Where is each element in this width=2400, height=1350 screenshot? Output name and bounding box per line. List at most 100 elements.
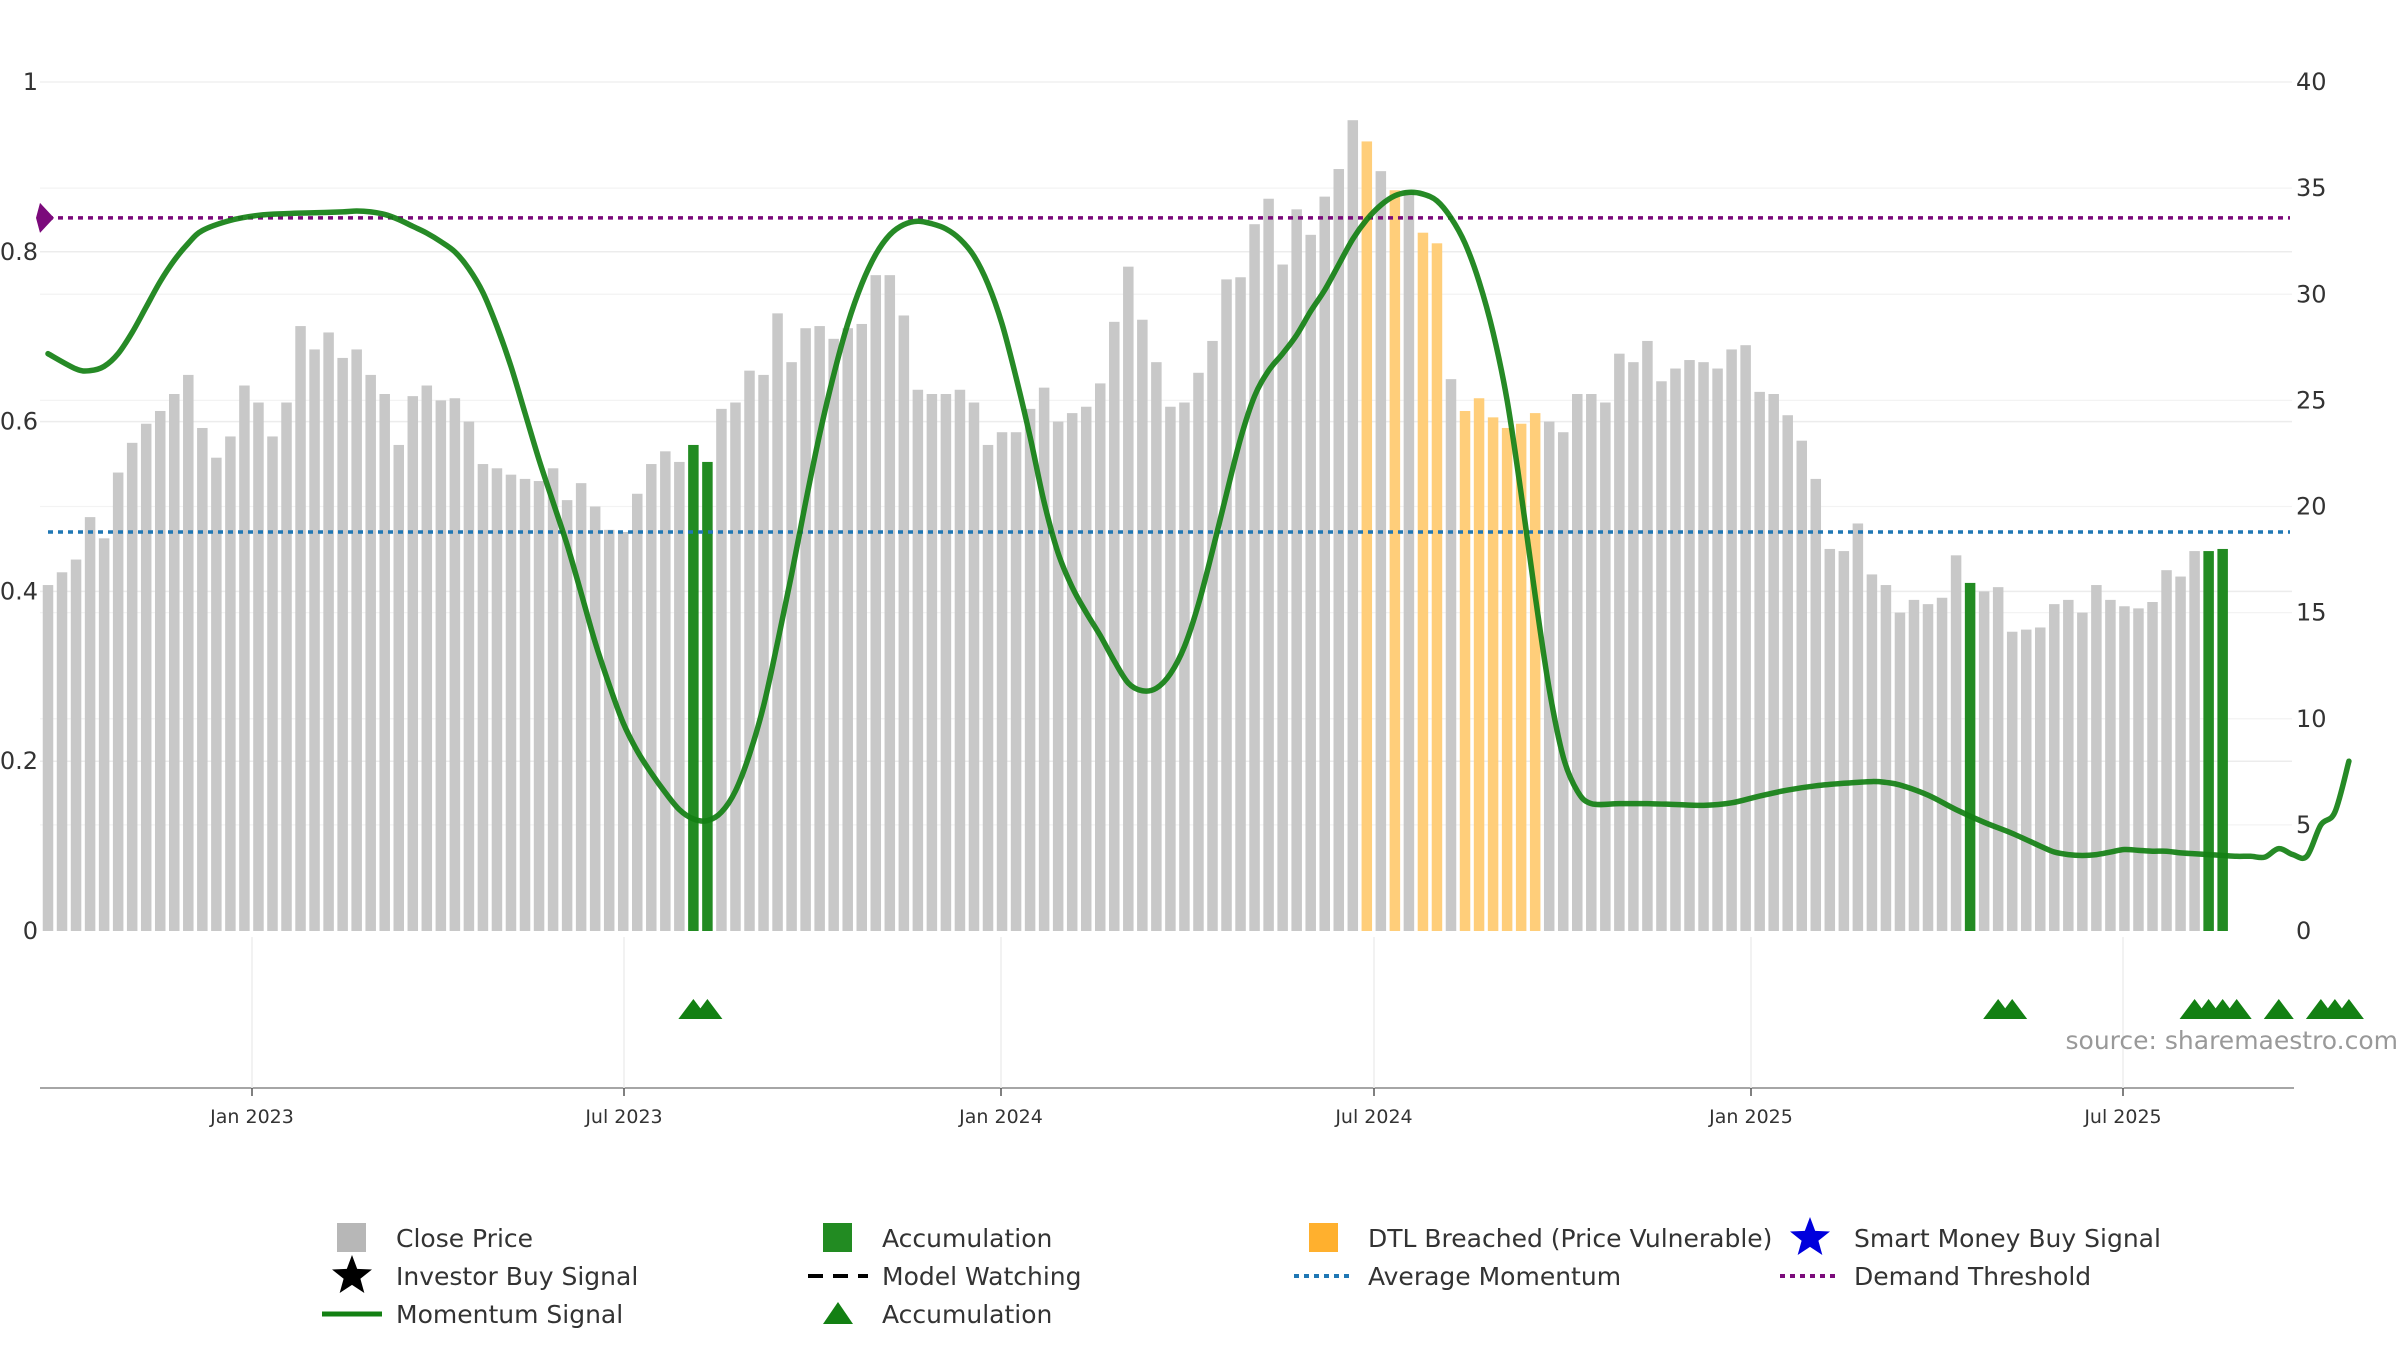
legend-square	[1309, 1223, 1338, 1252]
close-price-bar	[1964, 582, 1976, 931]
accumulation-marker	[2221, 999, 2252, 1019]
accumulation-markers	[678, 999, 2364, 1019]
right-tick-label: 25	[2296, 386, 2327, 414]
close-price-bar	[1824, 548, 1836, 931]
close-price-bar	[505, 474, 517, 931]
close-price-bar	[1880, 585, 1892, 931]
close-price-bar	[1698, 362, 1709, 931]
close-price-bar	[744, 370, 755, 931]
left-axis: 0 0.2 0.4 0.6 0.8 1	[0, 68, 38, 945]
close-price-bar	[1207, 340, 1218, 931]
right-tick-label: 20	[2296, 493, 2327, 521]
momentum-signal-line	[45, 189, 2352, 862]
close-price-bar	[365, 374, 376, 931]
close-price-bar	[1768, 394, 1779, 931]
close-price-bar	[1642, 340, 1653, 931]
close-price-bar	[1529, 413, 1541, 931]
legend-star	[1790, 1217, 1830, 1255]
x-tick-label: Jan 2025	[1708, 1106, 1793, 1128]
close-price-bar	[1038, 387, 1050, 931]
right-tick-label: 40	[2296, 68, 2327, 96]
close-price-bar	[267, 436, 278, 931]
accumulation-marker	[1997, 999, 2028, 1019]
close-price-bars	[42, 120, 2228, 932]
close-price-bar	[56, 572, 68, 931]
close-price-bar	[1712, 368, 1723, 932]
legend-star	[332, 1255, 372, 1293]
close-price-bar	[1109, 321, 1120, 931]
close-price-bar	[449, 398, 461, 931]
legend-label: Accumulation	[882, 1224, 1052, 1253]
close-price-bar	[660, 451, 671, 931]
close-price-bar	[1670, 368, 1681, 932]
close-price-bar	[1782, 415, 1793, 931]
close-price-bar	[1838, 551, 1850, 931]
right-tick-label: 0	[2296, 917, 2311, 945]
close-price-bar	[2105, 599, 2116, 931]
close-price-bar	[688, 444, 699, 931]
close-price-bar	[463, 421, 475, 931]
legend-label: Demand Threshold	[1854, 1262, 2091, 1291]
close-price-bar	[1193, 372, 1204, 932]
x-axis: Jan 2023 Jul 2023 Jan 2024 Jul 2024 Jan 2025…	[40, 937, 2294, 1128]
close-price-bar	[1431, 243, 1443, 931]
close-price-bar	[491, 468, 503, 931]
close-price-bar	[211, 457, 222, 931]
close-price-bar	[1080, 406, 1092, 931]
close-price-bar	[421, 385, 433, 932]
close-price-bar	[982, 444, 994, 931]
close-price-bar	[1950, 555, 1962, 931]
close-price-bar	[1389, 190, 1401, 931]
close-price-bar	[2119, 606, 2130, 931]
close-price-bar	[84, 517, 96, 931]
close-price-bar	[2035, 627, 2046, 931]
close-price-bar	[856, 323, 867, 932]
close-price-bar	[1908, 599, 1920, 931]
close-price-bar	[2020, 629, 2032, 931]
close-price-bar	[926, 394, 938, 931]
close-price-bar	[1221, 279, 1232, 932]
close-price-bar	[477, 464, 489, 931]
close-price-bar	[1347, 120, 1359, 931]
source-note: source: sharemaestro.com	[2066, 1026, 2399, 1055]
close-price-bar	[632, 493, 643, 931]
close-price-bar	[940, 394, 952, 931]
close-price-bar	[253, 402, 264, 931]
close-price-bar	[1796, 440, 1807, 931]
legend-square	[337, 1223, 366, 1252]
close-price-bar	[112, 472, 124, 931]
close-price-bar	[1403, 190, 1415, 931]
close-price-bar	[225, 436, 236, 931]
close-price-bar	[1052, 421, 1064, 931]
close-price-bar	[1740, 345, 1751, 931]
x-tick-label: Jul 2023	[584, 1106, 662, 1128]
x-tick-label: Jan 2023	[209, 1106, 294, 1128]
close-price-bar	[2147, 602, 2158, 931]
close-price-bar	[1852, 523, 1864, 931]
close-price-bar	[1010, 432, 1022, 931]
close-price-bar	[1992, 587, 2004, 931]
right-tick-label: 30	[2296, 280, 2327, 308]
right-axis: 0 5 10 15 20 25 30 35 40	[2296, 68, 2327, 945]
left-tick-label: 1	[23, 68, 38, 96]
legend-label: Momentum Signal	[396, 1300, 623, 1329]
close-price-bar	[183, 374, 194, 931]
legend-square	[823, 1223, 852, 1252]
close-price-bar	[70, 559, 82, 931]
legend-label: Accumulation	[882, 1300, 1052, 1329]
close-price-bar	[1137, 319, 1148, 932]
close-price-bar	[1375, 171, 1387, 931]
x-tick-label: Jan 2024	[958, 1106, 1043, 1128]
close-price-bar	[589, 506, 601, 931]
close-price-bar	[561, 500, 573, 931]
legend-label: DTL Breached (Price Vulnerable)	[1368, 1224, 1772, 1253]
close-price-bar	[323, 332, 334, 932]
close-price-bar	[197, 427, 208, 931]
close-price-bar	[1151, 362, 1162, 931]
close-price-bar	[1487, 417, 1499, 932]
close-price-bar	[1095, 383, 1106, 931]
close-price-bar	[2063, 599, 2074, 931]
close-price-bar	[1459, 410, 1471, 931]
legend: Close Price Accumulation DTL Breached (Pri…	[322, 1217, 2161, 1329]
close-price-bar	[2161, 570, 2172, 931]
